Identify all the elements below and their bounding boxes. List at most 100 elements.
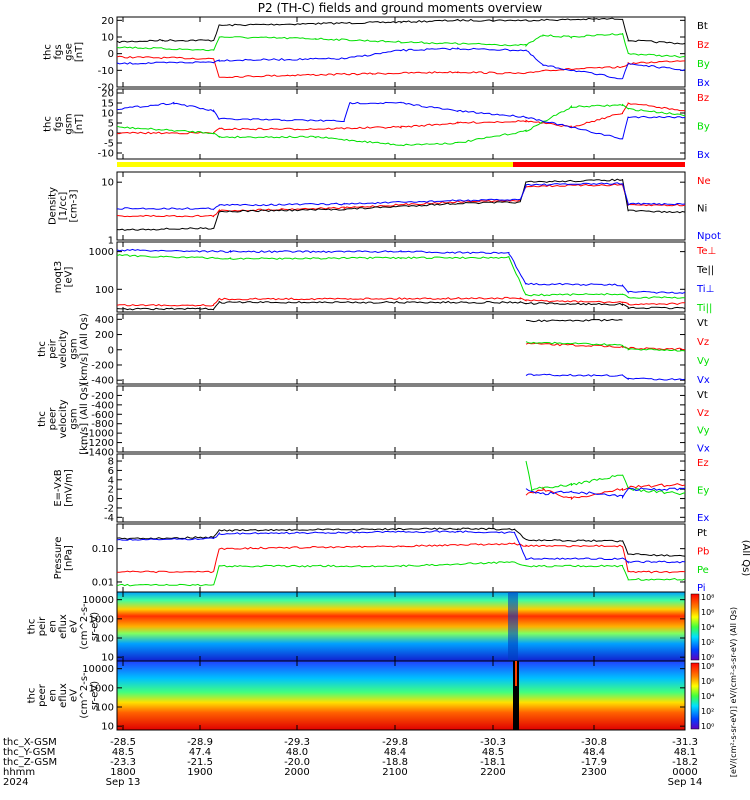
y-tick-label: 0.01	[92, 577, 114, 588]
y-axis-label: (cm^2-s-	[79, 603, 90, 650]
panel-pressure: 0.10 0.01 Pressure [nPa] Pt Pb Pe Pi	[53, 523, 709, 594]
y-tick-label: 10000	[82, 664, 114, 675]
panel-frame	[116, 660, 686, 731]
footer-value: -28.9	[187, 737, 213, 748]
footer-value: -23.3	[110, 757, 136, 768]
y-axis-label: [nT]	[74, 114, 85, 134]
quality-bar	[117, 162, 685, 167]
y-tick-label: -800	[91, 419, 114, 430]
legend-entry: Ti⊥	[696, 284, 714, 295]
y-axis-label: peer	[37, 683, 48, 707]
y-axis-label: peir	[48, 338, 59, 358]
legend-entry: Bz	[697, 40, 709, 51]
series-line-Te||	[116, 300, 686, 311]
legend-entry: Vy	[697, 356, 710, 367]
legend-entry: Pt	[697, 528, 707, 539]
legend-entry: Ni	[697, 204, 707, 215]
y-axis-label: [km/s] (All Qs)	[79, 383, 90, 455]
y-axis-label: Pressure	[53, 537, 64, 580]
y-tick-label: 1000	[89, 247, 114, 258]
y-axis-label: gsm	[69, 408, 80, 429]
y-axis-label: sr-eV)	[90, 612, 101, 641]
footer-value: 1900	[187, 767, 212, 778]
y-tick-label: 1000	[89, 683, 114, 694]
series-line-Pt	[116, 527, 686, 557]
footer-value: -20.0	[284, 757, 310, 768]
footer-row-label: thc_Y-GSM	[3, 747, 55, 758]
footer-value: -18.1	[480, 757, 506, 768]
y-axis-label: thc	[42, 44, 53, 60]
panel-peir_velocity: 400 200 0 -200 -400 thc peir velocity gsm [km/s] …	[37, 313, 710, 387]
legend-entry: Ne	[697, 176, 711, 187]
colorbar-tick: 10⁴	[701, 623, 714, 632]
y-tick-label: 10	[101, 653, 114, 664]
series-line-Ey	[525, 460, 686, 496]
y-tick-label: 0.10	[92, 544, 114, 555]
legend-entry: Bx	[697, 150, 710, 161]
y-axis-label: thc	[27, 619, 38, 635]
colorbar-tick: 10⁰	[701, 722, 714, 731]
y-tick-label: -600	[91, 410, 114, 421]
colorbar-tick: 10²	[701, 638, 714, 647]
y-axis-label: gse	[63, 43, 74, 61]
y-tick-label: 1000	[89, 614, 114, 625]
legend-entry: Vx	[697, 375, 710, 386]
footer-value: -29.8	[382, 737, 408, 748]
panel-frame	[116, 313, 686, 385]
y-tick-label: 100	[95, 703, 114, 714]
y-tick-label: 10	[101, 722, 114, 733]
legend-entry: Ey	[697, 486, 709, 497]
y-axis-label: moqt3	[53, 261, 64, 294]
footer-value: 2200	[480, 767, 505, 778]
y-axis-label: thc	[37, 411, 48, 427]
footer-row-label: thc_Z-GSM	[3, 757, 57, 768]
colorbar-tick: 10⁶	[701, 608, 714, 617]
footer-value: -28.5	[110, 737, 136, 748]
legend-entry: Vy	[697, 426, 710, 437]
colorbar-tick: 10²	[701, 707, 714, 716]
series-line-Bz	[116, 55, 686, 79]
y-tick-label: -5	[104, 139, 114, 150]
series-line-Vz	[525, 342, 686, 351]
legend-entry: Pb	[697, 546, 709, 557]
series-line-By	[116, 32, 686, 58]
y-tick-label: 6	[108, 466, 114, 477]
data-gap	[508, 592, 518, 661]
series-line-Pi	[116, 530, 686, 564]
legend-entry: By	[697, 59, 710, 70]
series-line-Ne	[116, 183, 686, 218]
y-tick-label: 2	[108, 485, 114, 496]
footer-value: Sep 13	[106, 777, 141, 788]
series-line-Ez	[525, 483, 686, 501]
y-tick-label: -1200	[85, 438, 114, 449]
footer-row-label: hhmm	[3, 767, 35, 778]
y-tick-label: -2	[104, 503, 114, 514]
spectrogram-image	[117, 592, 685, 661]
legend-entry: Te⊥	[696, 246, 716, 257]
panel-fgs_gse: 20 10 0 -10 -20 thc fgs gse [nT] Bt Bz By Bx	[42, 16, 710, 94]
legend-entry: Npot	[697, 231, 721, 242]
quality-bar-red	[513, 162, 685, 167]
panel-peer_spectrogram: 10000 1000 100 10 thc peer en eflux eV (cm^2-s-sr…	[27, 660, 686, 733]
panel-frame	[116, 453, 686, 523]
footer-value: 2000	[284, 767, 309, 778]
footer-value: 47.4	[189, 747, 211, 758]
legend-entry: Ex	[697, 513, 709, 524]
footer-value: -31.3	[672, 737, 698, 748]
y-axis-label: [km/s] (All Qs)	[79, 313, 90, 385]
y-tick-label: 10000	[82, 595, 114, 606]
panel-peir_spectrogram: 10000 1000 100 10 thc peir en eflux eV (cm^2-s-sr…	[27, 591, 686, 664]
y-axis-label: eV	[69, 689, 80, 702]
series-line-Ti⊥	[116, 248, 686, 294]
y-axis-label: gsm	[63, 113, 74, 134]
colorbar-top	[690, 593, 700, 661]
series-line-Npot	[116, 182, 686, 211]
y-tick-label: -4	[104, 513, 114, 524]
footer-value: Sep 14	[668, 777, 703, 788]
y-axis-label: thc	[37, 341, 48, 357]
legend-entry: Bt	[697, 21, 708, 32]
footer-value: -18.2	[672, 757, 698, 768]
y-axis-label: thc	[27, 688, 38, 704]
